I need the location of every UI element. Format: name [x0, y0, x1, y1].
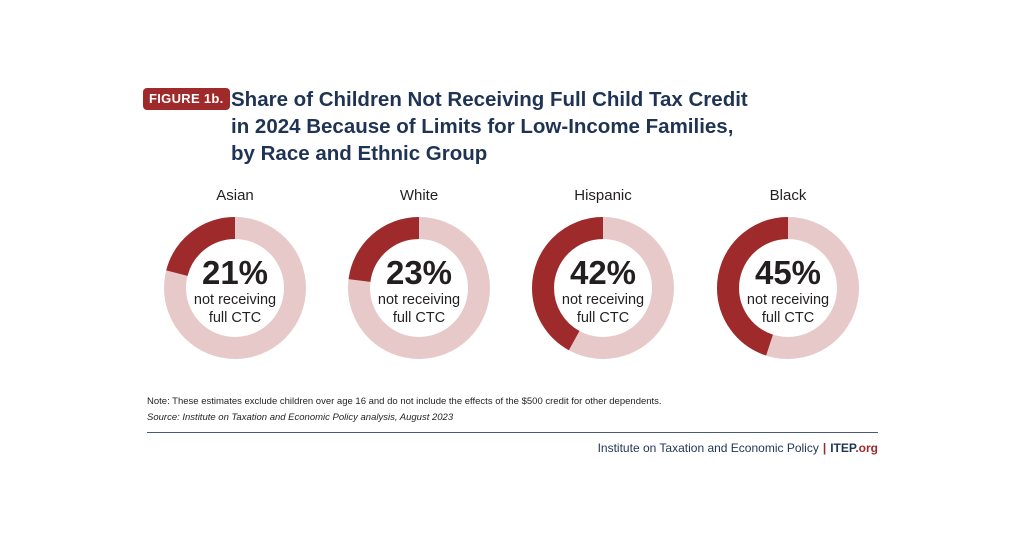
sub-label-line-2: full CTC	[209, 310, 261, 326]
donut-chart: Hispanic 42% not receiving full CTC	[523, 185, 683, 363]
value-label: 21%	[202, 254, 268, 291]
donut-chart: Asian 21% not receiving full CTC	[155, 185, 315, 363]
footer: Institute on Taxation and Economic Polic…	[598, 441, 878, 455]
chart-title-line-2: in 2024 Because of Limits for Low-Income…	[231, 115, 734, 138]
note-text: Note: These estimates exclude children o…	[147, 396, 662, 407]
chart-title-line-1: Share of Children Not Receiving Full Chi…	[231, 88, 748, 111]
figure-badge: FIGURE 1b.	[143, 88, 230, 110]
chart-title-line-3: by Race and Ethnic Group	[231, 142, 488, 165]
donut-charts: Asian 21% not receiving full CTC White 23% not…	[0, 185, 1024, 370]
footer-separator: |	[822, 441, 827, 455]
donut-value-arc	[717, 217, 859, 359]
donut-value-arc	[532, 217, 674, 359]
donut-chart: Black 45% not receiving full CTC	[708, 185, 868, 363]
sub-label-line-1: not receiving	[194, 292, 276, 308]
value-label: 45%	[755, 254, 821, 291]
sub-label-line-1: not receiving	[378, 292, 460, 308]
footer-org-name: Institute on Taxation and Economic Polic…	[597, 441, 819, 455]
value-label: 23%	[386, 254, 452, 291]
footer-divider	[147, 432, 878, 433]
sub-label-line-2: full CTC	[577, 310, 629, 326]
value-label: 42%	[570, 254, 636, 291]
donut-svg: 45%not receiving full CTC	[717, 217, 859, 359]
footer-brand: ITEP	[830, 441, 856, 455]
sub-label-line-2: full CTC	[393, 310, 445, 326]
category-label: Hispanic	[574, 187, 632, 204]
chart-title: Share of Children Not Receiving Full Chi…	[231, 86, 831, 167]
category-label: Asian	[216, 187, 254, 204]
footer-brand-suffix: .org	[855, 441, 878, 455]
donut-value-arc	[348, 217, 490, 359]
category-label: White	[399, 187, 439, 204]
category-label: Black	[769, 187, 807, 204]
donut-chart: White 23% not receiving full CTC	[339, 185, 499, 363]
donut-svg: 42%not receiving full CTC	[532, 217, 674, 359]
sub-label-line-2: full CTC	[762, 310, 814, 326]
donut-value-arc	[164, 217, 306, 359]
sub-label-line-1: not receiving	[562, 292, 644, 308]
donut-svg: 23%not receiving full CTC	[348, 217, 490, 359]
donut-svg: 21%not receiving full CTC	[164, 217, 306, 359]
sub-label-line-1: not receiving	[747, 292, 829, 308]
source-text: Source: Institute on Taxation and Econom…	[147, 412, 454, 423]
